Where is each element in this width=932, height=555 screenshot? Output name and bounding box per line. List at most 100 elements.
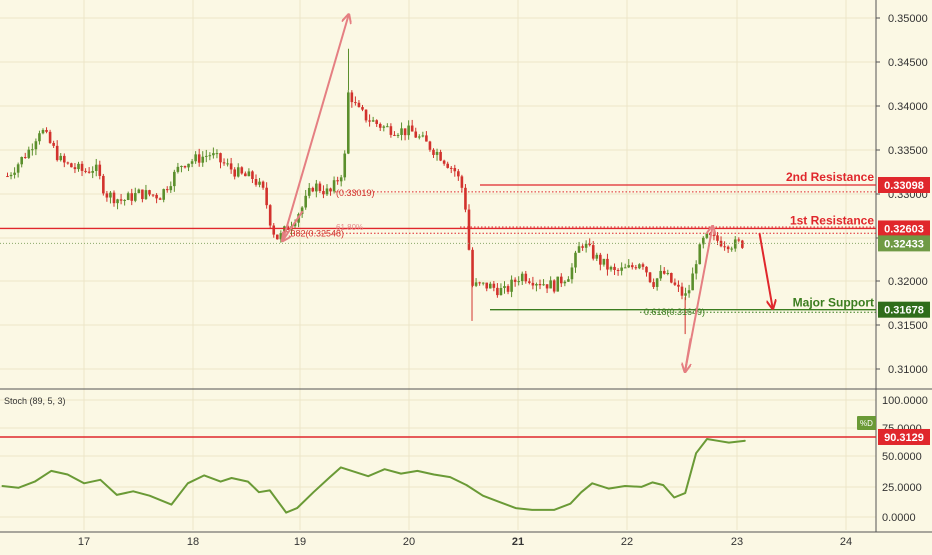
candle-body	[716, 235, 719, 241]
candle-body	[606, 258, 609, 270]
candle-body	[741, 240, 744, 248]
candle-body	[421, 135, 425, 137]
trend-arrow	[281, 15, 349, 241]
candle-body	[126, 193, 130, 200]
candle-body	[524, 273, 528, 282]
stoch-point	[340, 466, 342, 468]
candle-body	[80, 163, 84, 171]
candle-body	[570, 267, 574, 280]
candle-body	[464, 187, 467, 210]
candle-body	[630, 265, 634, 268]
candle-body	[105, 193, 109, 198]
candle-body	[733, 239, 737, 249]
candle-body	[215, 153, 219, 155]
stoch-label: Stoch (89, 5, 3)	[4, 396, 66, 406]
candle-body	[77, 163, 80, 170]
candle-body	[212, 153, 215, 156]
level-label-major-support: Major Support	[793, 296, 874, 310]
candle-body	[488, 283, 492, 289]
candle-body	[98, 164, 102, 176]
candle-body	[91, 170, 94, 173]
candle-body	[254, 179, 258, 185]
candle-body	[666, 273, 670, 275]
candle-body	[691, 273, 694, 291]
stoch-y-tick-label: 25.0000	[882, 482, 922, 494]
candle-body	[119, 199, 123, 201]
candle-body	[627, 265, 631, 268]
stoch-point	[449, 476, 451, 478]
stoch-point	[580, 491, 582, 493]
badge-major-support: 0.31678	[884, 305, 924, 317]
candle-body	[655, 278, 659, 287]
candle-body	[687, 290, 691, 294]
candle-body	[275, 234, 279, 240]
candle-body	[591, 245, 595, 259]
candle-body	[112, 192, 116, 204]
badge-current-price-bg	[878, 235, 930, 252]
stoch-point	[170, 503, 173, 506]
candle-body	[155, 194, 158, 199]
candle-body	[293, 222, 297, 227]
candle-body	[102, 175, 105, 194]
candle-body	[336, 180, 339, 182]
stoch-point	[482, 495, 484, 497]
stoch-point	[433, 473, 435, 476]
y-tick-label: 0.32000	[888, 276, 928, 288]
candle-body	[144, 190, 148, 200]
candle-body	[616, 269, 620, 271]
candle-body	[197, 154, 201, 163]
candle-body	[247, 171, 251, 177]
candle-body	[87, 171, 91, 173]
candle-body	[670, 273, 673, 283]
candle-body	[378, 123, 382, 128]
candle-body	[492, 283, 496, 288]
candle-body	[233, 169, 236, 177]
x-tick-label: 17	[78, 536, 90, 548]
candle-body	[52, 142, 55, 146]
stoch-legend-label: %D	[860, 419, 873, 428]
stoch-point	[383, 468, 386, 470]
candle-body	[496, 287, 499, 296]
badge-1st-resistance: 0.32603	[884, 223, 924, 235]
stoch-point	[717, 440, 719, 442]
candle-body	[70, 163, 73, 168]
stoch-point	[67, 473, 69, 476]
candle-body	[94, 164, 98, 171]
candle-body	[133, 193, 137, 201]
candle-body	[467, 209, 471, 250]
candle-body	[226, 163, 229, 165]
candle-body	[229, 163, 233, 170]
stoch-point	[148, 495, 151, 497]
candle-body	[730, 248, 733, 250]
candle-body	[332, 180, 336, 192]
candle-body	[141, 189, 144, 200]
candle-body	[41, 129, 45, 134]
stoch-y-tick-label: 0.0000	[882, 512, 916, 524]
stoch-point	[296, 507, 298, 509]
candle-body	[581, 246, 584, 248]
stoch-point	[673, 496, 675, 499]
stoch-y-tick-label: 100.0000	[882, 395, 928, 407]
stoch-point	[608, 488, 610, 490]
stoch-point	[203, 474, 205, 476]
y-tick-label: 0.31500	[888, 320, 928, 332]
candle-body	[432, 149, 435, 155]
x-tick-label: 23	[731, 536, 743, 548]
candle-body	[38, 133, 41, 142]
stoch-point	[684, 492, 686, 494]
candle-body	[723, 246, 726, 248]
y-tick-label: 0.33500	[888, 145, 928, 157]
candle-body	[559, 276, 563, 284]
candle-body	[311, 187, 315, 192]
y-tick-label: 0.31000	[888, 364, 928, 376]
candle-body	[574, 252, 577, 268]
stoch-point	[50, 470, 52, 472]
stoch-point	[695, 452, 697, 454]
candle-body	[648, 272, 652, 283]
candle-body	[641, 264, 645, 267]
badge-2nd-resistance-bg	[878, 176, 930, 193]
candle-body	[176, 166, 180, 172]
candle-body	[442, 160, 446, 164]
candle-body	[634, 267, 638, 269]
stoch-point	[515, 507, 517, 509]
